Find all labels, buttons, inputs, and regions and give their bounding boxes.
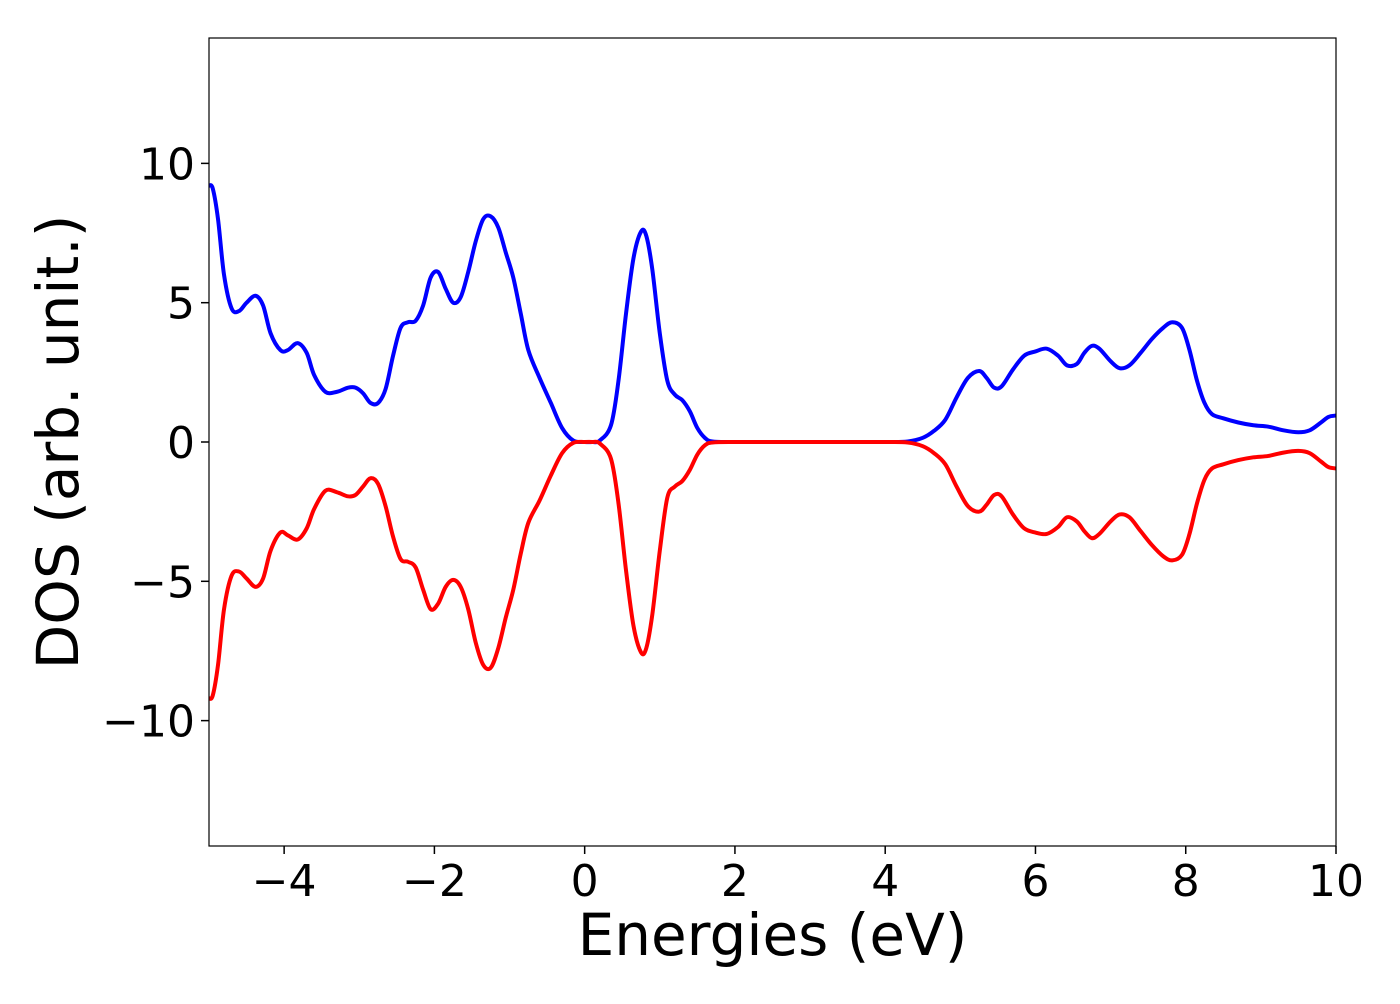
series-line-2 [209,439,1336,701]
x-tick-label: 2 [721,856,749,907]
x-tick-label: 10 [1308,856,1364,907]
x-tick-label: 8 [1172,856,1200,907]
x-axis-ticks: −4 −2 0 2 4 6 8 10 [252,846,1364,907]
x-tick-label: 6 [1021,856,1049,907]
series-line-1 [209,183,1336,445]
y-tick-label: 5 [167,279,195,330]
x-tick-label: 0 [571,856,599,907]
y-axis-title: DOS (arb. unit.) [24,215,92,670]
y-tick-label: 0 [167,418,195,469]
series-layer [209,183,1336,701]
x-tick-label: −2 [402,856,467,907]
x-axis-title: Energies (eV) [578,901,968,969]
y-tick-label: −5 [130,557,195,608]
x-tick-label: 4 [871,856,899,907]
y-tick-label: −10 [102,697,195,748]
x-tick-label: −4 [252,856,317,907]
y-tick-label: 10 [139,139,195,190]
y-axis-ticks: 10 5 0 −5 −10 [102,139,209,748]
